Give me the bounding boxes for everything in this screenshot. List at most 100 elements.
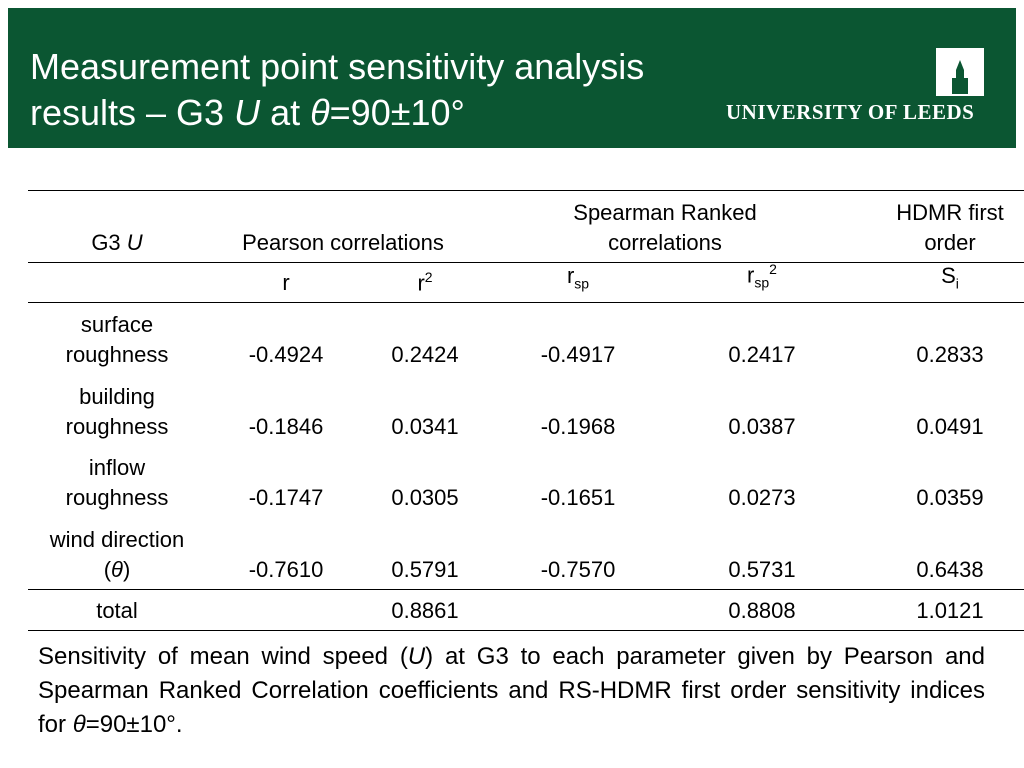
value-cell: 0.0341 — [350, 378, 500, 442]
column-header: rsp — [503, 262, 653, 298]
row-label: total — [27, 594, 207, 626]
text: i — [955, 275, 959, 291]
rule — [28, 190, 1024, 191]
value-cell: -0.1651 — [503, 449, 653, 513]
value-cell: 0.8861 — [350, 594, 500, 626]
value-cell: 0.0491 — [875, 378, 1024, 442]
text: surface — [80, 312, 154, 337]
title-line: results – G3 U at θ=90±10° — [30, 90, 644, 136]
text: Spearman Ranked — [573, 200, 757, 225]
rule — [28, 302, 1024, 303]
column-header: r2 — [355, 266, 495, 298]
text: =90±10°. — [85, 711, 183, 738]
header-cell: Pearson correlations — [213, 196, 473, 258]
value-cell: 1.0121 — [875, 594, 1024, 626]
text: θ — [111, 557, 123, 582]
text: sp — [754, 275, 770, 291]
value-cell: -0.1747 — [211, 449, 361, 513]
text: 0.0491 — [916, 414, 984, 439]
text: r — [417, 270, 425, 295]
text: θ — [72, 711, 86, 738]
value-cell: 0.2424 — [350, 306, 500, 370]
text: 0.2833 — [916, 342, 984, 367]
text: Pearson correlations — [242, 230, 444, 255]
column-header: Si — [880, 262, 1020, 298]
text: building — [79, 384, 155, 409]
row-label: surface roughness — [27, 306, 207, 370]
text: roughness — [65, 414, 169, 439]
text: r — [747, 262, 755, 288]
header-cell: Spearman Ranked correlations — [525, 196, 805, 258]
value-cell: 0.2833 — [875, 306, 1024, 370]
text: roughness — [65, 485, 169, 510]
value-cell: 0.0359 — [875, 449, 1024, 513]
text: 0.0273 — [728, 485, 796, 510]
value-cell: 0.0387 — [687, 378, 837, 442]
logo-icon — [936, 48, 984, 96]
text: -0.1968 — [540, 414, 616, 439]
text: inflow — [88, 455, 146, 480]
text: 0.5791 — [391, 557, 459, 582]
text: at — [260, 92, 311, 133]
text: U — [234, 92, 261, 133]
text: sp — [574, 275, 590, 291]
header-cell: HDMR first order — [870, 196, 1024, 258]
column-header: rsp2 — [682, 261, 842, 298]
logo-text: UNIVERSITY OF LEEDS — [726, 100, 975, 124]
text: 0.8861 — [391, 598, 459, 623]
text: 0.5731 — [728, 557, 796, 582]
text: 1.0121 — [916, 598, 984, 623]
text: results – G3 — [30, 92, 235, 133]
value-cell: 0.0273 — [687, 449, 837, 513]
value-cell: -0.7610 — [211, 521, 361, 585]
text: ) at G3 to each parameter given by Pears… — [38, 643, 985, 738]
text: -0.4924 — [248, 342, 324, 367]
text: r — [282, 270, 290, 295]
text: 0.0305 — [391, 485, 459, 510]
value-cell: 0.0305 — [350, 449, 500, 513]
text: -0.1651 — [540, 485, 616, 510]
text: HDMR first — [896, 200, 1004, 225]
value-cell: 0.6438 — [875, 521, 1024, 585]
text: total — [96, 598, 138, 623]
text: -0.1747 — [248, 485, 324, 510]
value-cell: -0.4917 — [503, 306, 653, 370]
text: 0.2417 — [728, 342, 796, 367]
row-label: building roughness — [27, 378, 207, 442]
text: =90±10° — [329, 92, 465, 133]
text: 2 — [769, 261, 777, 278]
text: -0.1846 — [248, 414, 324, 439]
header-cell: G3 U — [27, 196, 207, 258]
text: U — [407, 643, 426, 670]
caption: Sensitivity of mean wind speed (U) at G3… — [38, 640, 985, 742]
text: 0.2424 — [391, 342, 459, 367]
text: U — [126, 230, 143, 255]
row-label: wind direction (θ) — [17, 521, 217, 585]
text: r — [566, 262, 575, 288]
header-bar — [8, 8, 1016, 148]
text: θ — [310, 92, 330, 133]
value-cell: -0.1968 — [503, 378, 653, 442]
text: 0.8808 — [728, 598, 796, 623]
text: S — [941, 262, 956, 288]
text: -0.4917 — [540, 342, 616, 367]
value-cell: 0.5731 — [687, 521, 837, 585]
text: 0.0341 — [391, 414, 459, 439]
value-cell: 0.5791 — [350, 521, 500, 585]
text: wind direction — [49, 527, 185, 552]
text: order — [924, 230, 976, 255]
text: -0.7610 — [248, 557, 324, 582]
column-header: r — [216, 266, 356, 298]
title-line: Measurement point sensitivity analysis — [30, 46, 645, 87]
value-cell: -0.1846 — [211, 378, 361, 442]
text: G3 — [91, 230, 127, 255]
text: ( — [103, 557, 112, 582]
text: roughness — [65, 342, 169, 367]
value-cell: 0.2417 — [687, 306, 837, 370]
value-cell: 0.8808 — [687, 594, 837, 626]
value-cell: -0.7570 — [503, 521, 653, 585]
rule — [28, 262, 1024, 263]
text: 0.6438 — [916, 557, 984, 582]
row-label: inflow roughness — [27, 449, 207, 513]
